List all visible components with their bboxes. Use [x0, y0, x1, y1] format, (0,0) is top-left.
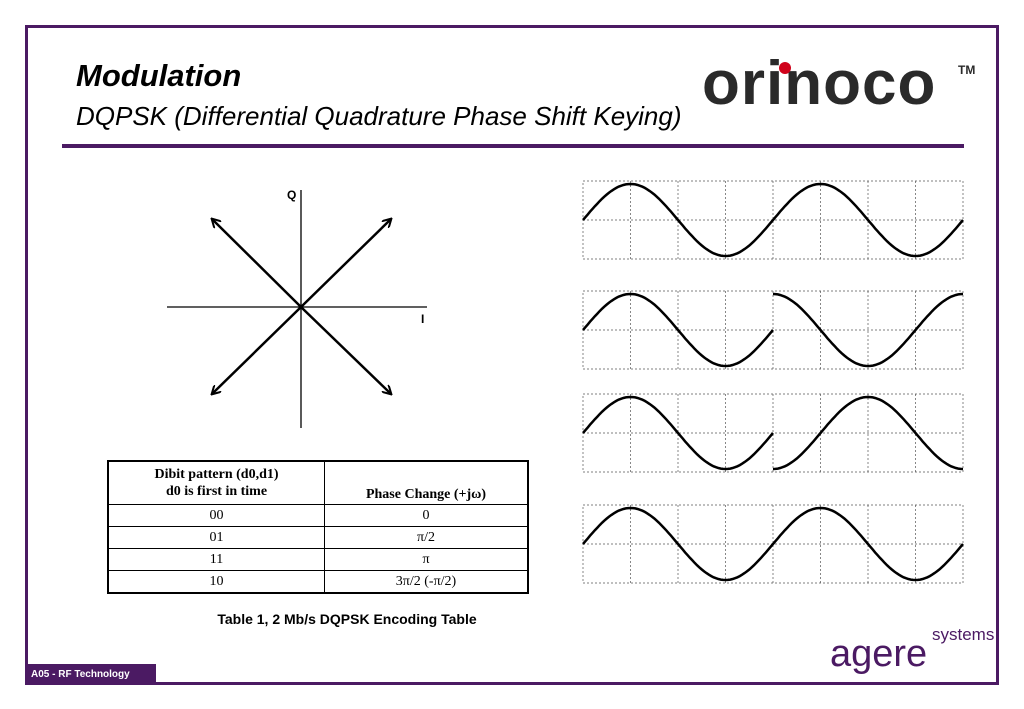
phase-cell: π/2: [324, 526, 529, 549]
table-row: 10 3π/2 (-π/2): [107, 570, 529, 594]
table-row: 00 0: [107, 504, 529, 527]
table-row: 11 π: [107, 548, 529, 571]
waveform-panel: [582, 290, 964, 370]
header-dibit-line2: d0 is first in time: [165, 484, 268, 499]
page-title: Modulation: [76, 58, 242, 93]
orinoco-wordmark: orinoco: [702, 49, 936, 118]
orinoco-logo: orinoco TM: [702, 49, 975, 118]
table-caption: Table 1, 2 Mb/s DQPSK Encoding Table: [217, 611, 477, 627]
dibit-cell: 01: [107, 526, 325, 549]
vector-nw: [213, 220, 302, 308]
waveform-panels: [582, 180, 964, 584]
q-axis-label: Q: [287, 188, 296, 202]
encoding-table: Dibit pattern (d0,d1) d0 is first in tim…: [107, 460, 529, 594]
i-axis-label: I: [421, 312, 424, 326]
agere-systems-logo: agere systems: [830, 620, 999, 675]
vector-ne: [300, 220, 390, 308]
orinoco-dot: [779, 62, 791, 74]
waveform-panel: [582, 504, 964, 584]
page-subtitle: DQPSK (Differential Quadrature Phase Shi…: [76, 101, 682, 131]
constellation-diagram: Q I: [167, 188, 427, 428]
footer-label: A05 - RF Technology: [25, 664, 156, 685]
phase-cell: 0: [324, 504, 529, 527]
title-divider: [62, 144, 964, 148]
waveform-panel: [582, 393, 964, 473]
table-header-row: Dibit pattern (d0,d1) d0 is first in tim…: [107, 460, 529, 505]
waveform-trace: [582, 395, 964, 471]
waveform-trace: [582, 182, 964, 258]
orinoco-tm: TM: [958, 63, 975, 77]
phase-cell: π: [324, 548, 529, 571]
agere-wordmark: agere: [830, 633, 927, 675]
waveform-panel: [582, 180, 964, 260]
dibit-cell: 00: [107, 504, 325, 527]
agere-systems-word: systems: [932, 625, 994, 644]
vector-se: [300, 306, 390, 393]
dibit-cell: 10: [107, 570, 325, 594]
phase-cell: 3π/2 (-π/2): [324, 570, 529, 594]
table-row: 01 π/2: [107, 526, 529, 549]
header-phase: Phase Change (+jω): [324, 460, 529, 505]
header-dibit: Dibit pattern (d0,d1) d0 is first in tim…: [107, 460, 325, 505]
dibit-cell: 11: [107, 548, 325, 571]
vector-sw: [213, 306, 302, 393]
waveform-trace: [582, 506, 964, 582]
header-dibit-line1: Dibit pattern (d0,d1): [154, 467, 279, 482]
waveform-trace: [582, 292, 964, 368]
footer-divider: [156, 683, 816, 685]
